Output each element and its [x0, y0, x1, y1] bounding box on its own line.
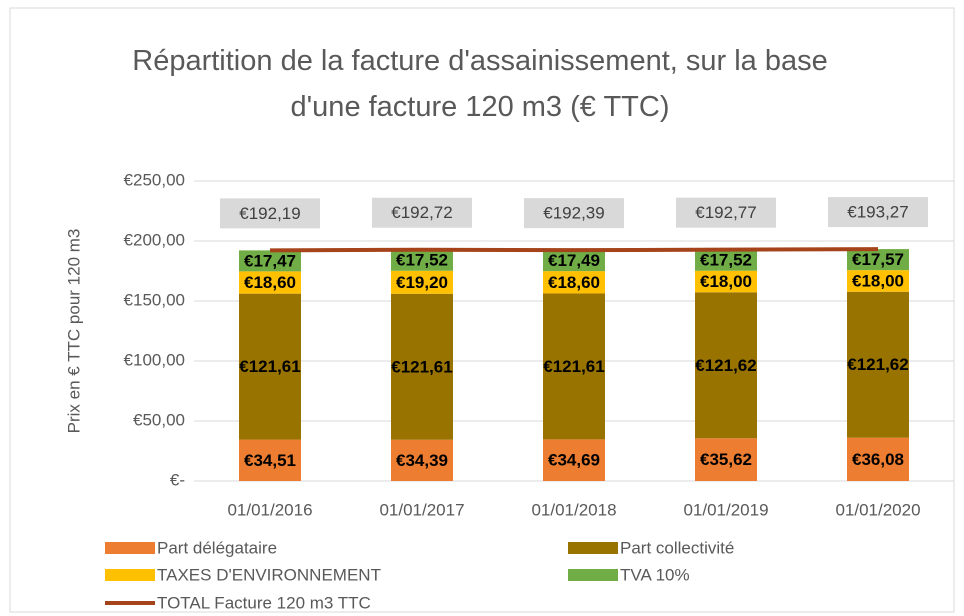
bar-segment [239, 271, 301, 294]
legend-label: TVA 10% [620, 565, 690, 584]
data-label: €121,61 [239, 357, 300, 376]
legend-swatch [105, 542, 155, 554]
data-label: €18,60 [548, 273, 600, 292]
x-tick-label: 01/01/2016 [227, 500, 312, 519]
bar-segment [391, 293, 453, 440]
total-label: €192,72 [391, 203, 452, 222]
bar-segment [695, 292, 757, 439]
chart-title: Répartition de la facture d'assainisseme… [132, 45, 828, 123]
data-label: €17,49 [548, 251, 600, 270]
bar-segment [543, 293, 605, 440]
legend-swatch [568, 542, 618, 554]
data-label: €36,08 [852, 450, 904, 469]
bar-segment [239, 250, 301, 272]
data-label: €121,61 [391, 357, 452, 376]
bar-segment [695, 270, 757, 293]
legend-label: Part délégataire [157, 538, 277, 557]
legend-label: TOTAL Facture 120 m3 TTC [157, 593, 371, 612]
total-label-box [372, 197, 472, 228]
data-label: €18,00 [700, 272, 752, 291]
bar-segment [391, 270, 453, 294]
bar-segment [543, 250, 605, 272]
total-label-box [524, 198, 624, 229]
total-label-box [828, 197, 928, 228]
data-label: €121,61 [543, 357, 604, 376]
legend-swatch [568, 569, 618, 581]
x-tick-label: 01/01/2017 [379, 500, 464, 519]
bar-segment [847, 437, 909, 481]
x-tick-label: 01/01/2018 [531, 500, 616, 519]
data-label: €17,57 [852, 250, 904, 269]
y-tick-label: €50,00 [133, 410, 185, 429]
data-label: €17,52 [396, 251, 448, 270]
data-label: €19,20 [396, 273, 448, 292]
data-label: €17,52 [700, 251, 752, 270]
y-axis-label: Prix en € TTC pour 120 m3 [64, 229, 83, 434]
bar-segment [391, 249, 453, 271]
x-tick-label: 01/01/2019 [683, 500, 768, 519]
bar-segment [543, 271, 605, 294]
total-label: €192,77 [695, 203, 756, 222]
y-tick-label: €100,00 [124, 350, 185, 369]
bar-segment [391, 439, 453, 481]
bar-segment [543, 439, 605, 481]
bar-segment [695, 438, 757, 481]
y-tick-label: €- [170, 470, 185, 489]
data-label: €17,47 [244, 251, 296, 270]
legend-label: Part collectivité [620, 538, 734, 557]
data-label: €35,62 [700, 450, 752, 469]
bar-segment [239, 293, 301, 440]
legend-label: TAXES D'ENVIRONNEMENT [157, 565, 381, 584]
total-label-box [220, 198, 320, 229]
data-label: €18,60 [244, 273, 296, 292]
bar-segment [239, 439, 301, 481]
total-line [269, 247, 879, 253]
legend-swatch [105, 569, 155, 581]
total-label-box [676, 197, 776, 228]
y-tick-label: €200,00 [124, 230, 185, 249]
chart-border [9, 7, 955, 613]
total-label: €193,27 [847, 203, 908, 222]
bar-segment [847, 270, 909, 292]
y-tick-label: €250,00 [124, 170, 185, 189]
total-label: €192,19 [239, 204, 300, 223]
x-tick-label: 01/01/2020 [835, 500, 920, 519]
data-label: €18,00 [852, 271, 904, 290]
data-label: €34,51 [244, 451, 296, 470]
data-label: €34,69 [548, 451, 600, 470]
bar-segment [695, 249, 757, 271]
y-tick-label: €150,00 [124, 290, 185, 309]
data-label: €121,62 [847, 355, 908, 374]
total-label: €192,39 [543, 204, 604, 223]
data-label: €34,39 [396, 451, 448, 470]
bar-segment [847, 249, 909, 271]
data-label: €121,62 [695, 356, 756, 375]
bar-segment [847, 291, 909, 438]
